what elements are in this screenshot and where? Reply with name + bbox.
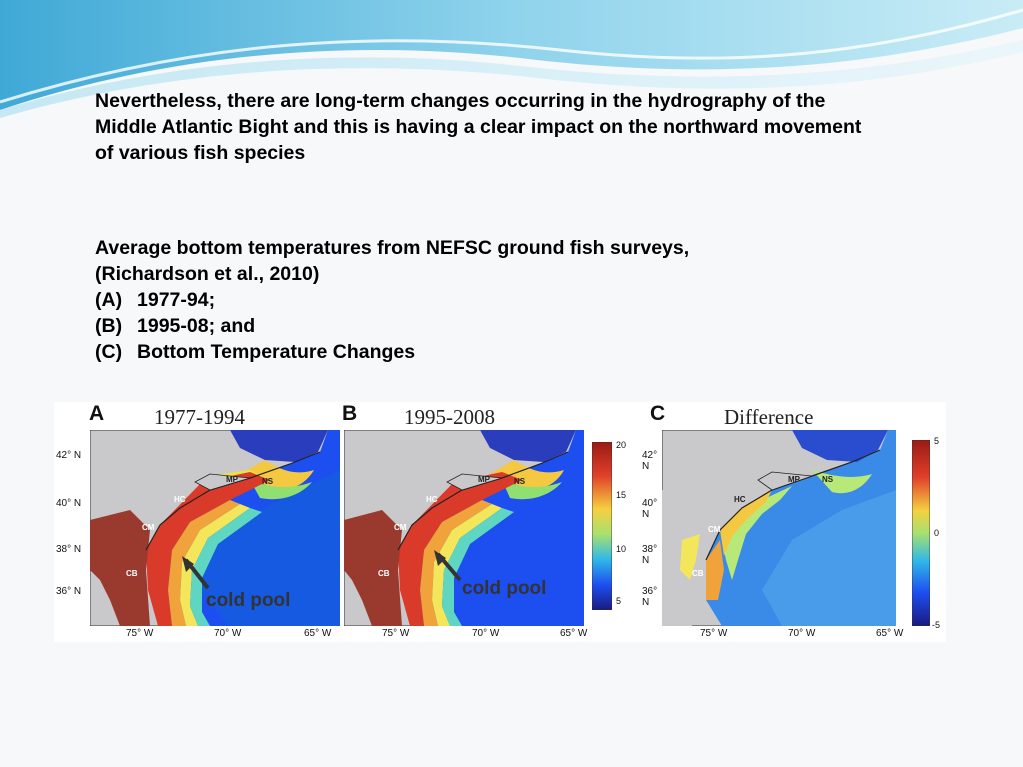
- panel-b: B 1995-2008 HC MP NS CM CB cold pool 75°…: [342, 402, 657, 642]
- wave-banner: [0, 0, 1023, 118]
- cold-pool-label: cold pool: [462, 578, 547, 599]
- region-label-cb: CB: [692, 569, 704, 578]
- figure-caption: Average bottom temperatures from NEFSC g…: [95, 235, 995, 365]
- colorbar-ab: [592, 442, 612, 610]
- intro-line-2: Middle Atlantic Bight and this is having…: [95, 116, 862, 138]
- item-label: (B): [95, 315, 123, 337]
- region-label-ns: NS: [514, 477, 526, 486]
- caption-line-2: (Richardson et al., 2010): [95, 263, 320, 285]
- region-label-mp: MP: [478, 475, 491, 484]
- region-label-hc: HC: [426, 495, 438, 504]
- intro-paragraph: Nevertheless, there are long-term change…: [95, 88, 1015, 166]
- intro-line-1: Nevertheless, there are long-term change…: [95, 90, 826, 112]
- lat-tick: 38° N: [56, 544, 82, 555]
- region-label-cm: CM: [394, 523, 407, 532]
- lon-tick: 70° W: [472, 628, 500, 639]
- caption-item-c: (C) Bottom Temperature Changes: [95, 339, 995, 365]
- colorbar-tick: 5: [616, 596, 622, 606]
- panel-letter: C: [650, 402, 666, 425]
- region-label-cm: CM: [708, 525, 721, 534]
- region-label-cm: CM: [142, 523, 155, 532]
- item-label: (A): [95, 289, 123, 311]
- region-label-hc: HC: [734, 495, 746, 504]
- intro-line-3: of various fish species: [95, 142, 306, 164]
- lat-tick: 36° N: [642, 586, 658, 608]
- temperature-map-figure: A 1977-1994 HC MP NS CM CB cold pool: [54, 402, 946, 642]
- panel-letter: B: [342, 402, 358, 425]
- map-c: HC MP NS CM CB: [662, 430, 896, 626]
- region-label-ns: NS: [262, 477, 274, 486]
- panel-a: A 1977-1994 HC MP NS CM CB cold pool: [54, 402, 344, 642]
- item-text: Bottom Temperature Changes: [137, 341, 416, 363]
- region-label-ns: NS: [822, 475, 834, 484]
- item-text: 1977-94;: [137, 289, 216, 311]
- panel-c: C Difference HC MP NS CM CB 75° W 70° W …: [650, 402, 946, 642]
- lon-tick: 65° W: [876, 628, 904, 639]
- caption-line-1: Average bottom temperatures from NEFSC g…: [95, 237, 690, 259]
- colorbar-c: [912, 440, 930, 626]
- lat-tick: 38° N: [642, 544, 658, 566]
- lon-tick: 75° W: [382, 628, 410, 639]
- region-label-hc: HC: [174, 495, 186, 504]
- colorbar-tick: 5: [934, 436, 940, 446]
- lat-tick: 36° N: [56, 586, 82, 597]
- colorbar-tick: -5: [932, 620, 941, 630]
- cold-pool-label: cold pool: [206, 590, 291, 611]
- map-b: HC MP NS CM CB: [344, 430, 584, 626]
- lon-tick: 65° W: [560, 628, 588, 639]
- lon-tick: 70° W: [214, 628, 242, 639]
- lon-tick: 75° W: [700, 628, 728, 639]
- region-label-cb: CB: [378, 569, 390, 578]
- panel-title: 1977-1994: [154, 405, 245, 429]
- lat-tick: 42° N: [56, 450, 82, 461]
- map-a: HC MP NS CM CB: [90, 430, 340, 626]
- region-label-cb: CB: [126, 569, 138, 578]
- panel-letter: A: [89, 402, 105, 425]
- region-label-mp: MP: [226, 475, 239, 484]
- colorbar-tick: 0: [934, 528, 940, 538]
- colorbar-tick: 10: [616, 544, 627, 554]
- item-text: 1995-08; and: [137, 315, 256, 337]
- colorbar-tick: 15: [616, 490, 627, 500]
- region-label-mp: MP: [788, 475, 801, 484]
- panel-title: Difference: [724, 405, 814, 429]
- caption-item-b: (B) 1995-08; and: [95, 313, 995, 339]
- caption-item-a: (A) 1977-94;: [95, 287, 995, 313]
- lat-tick: 40° N: [642, 498, 658, 520]
- lat-tick: 42° N: [642, 450, 658, 472]
- panel-title: 1995-2008: [404, 405, 495, 429]
- lon-tick: 70° W: [788, 628, 816, 639]
- item-label: (C): [95, 341, 123, 363]
- lon-tick: 75° W: [126, 628, 154, 639]
- lat-tick: 40° N: [56, 498, 82, 509]
- lon-tick: 65° W: [304, 628, 332, 639]
- colorbar-tick: 20: [616, 440, 627, 450]
